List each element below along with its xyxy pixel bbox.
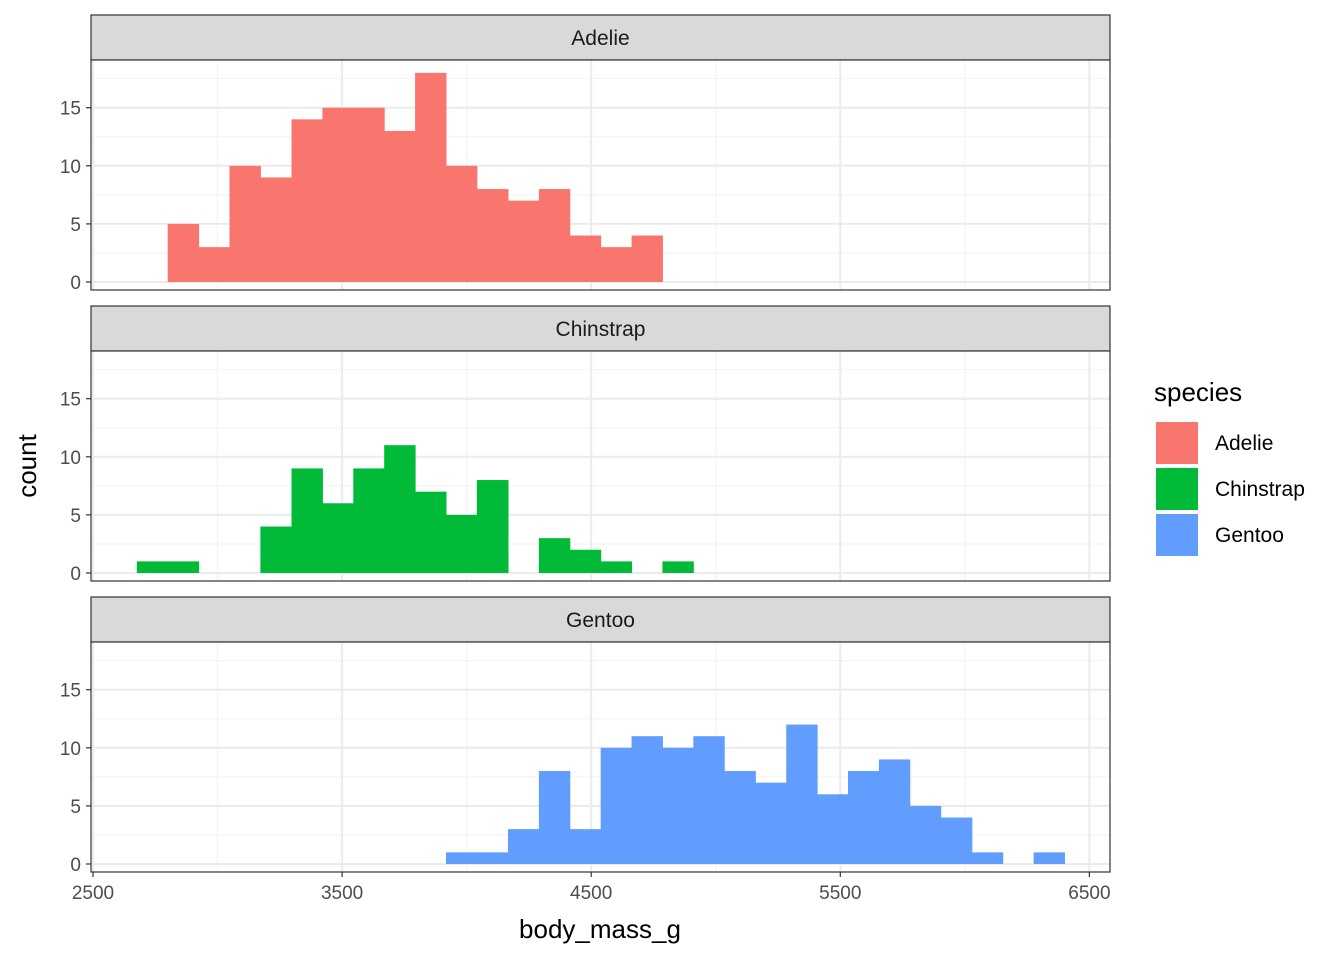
facet-panel-chinstrap: Chinstrap 0 5 10 15	[60, 305, 1111, 585]
histogram-bar	[631, 736, 663, 864]
histogram-bar	[508, 200, 540, 282]
histogram-bar	[940, 817, 973, 864]
facet-strip	[90, 596, 1111, 643]
y-tick-label: 10	[60, 157, 81, 178]
histogram-bar	[322, 107, 354, 282]
histogram-bar	[631, 235, 663, 282]
x-axis-title: body_mass_g	[519, 914, 681, 944]
histogram-bar	[353, 107, 385, 282]
facet-strip	[90, 14, 1111, 61]
y-tick-label: 5	[70, 215, 81, 236]
legend: species Adelie Chinstrap Gentoo	[1154, 377, 1305, 556]
y-tick-label: 5	[70, 506, 81, 527]
legend-label-chinstrap: Chinstrap	[1215, 478, 1305, 501]
histogram-bar	[229, 165, 261, 282]
histogram-bar	[569, 549, 602, 573]
x-tick-label: 4500	[570, 883, 612, 904]
histogram-bar	[569, 829, 602, 864]
panel-border	[90, 59, 1111, 291]
histogram-bar	[198, 247, 231, 282]
histogram-bar	[353, 468, 385, 573]
histogram-bar	[569, 235, 602, 282]
histogram-bar	[291, 119, 323, 282]
histogram-bar	[167, 223, 200, 282]
histogram-bar	[476, 480, 509, 573]
histogram-bar	[445, 852, 478, 864]
y-tick-label: 5	[70, 797, 81, 818]
histogram-bar	[600, 561, 633, 573]
facet-strip-label: Chinstrap	[556, 318, 646, 341]
facet-strip-label: Adelie	[571, 27, 629, 50]
histogram-bar	[971, 852, 1004, 864]
legend-key-gentoo	[1156, 514, 1198, 556]
histogram-bar	[136, 561, 169, 573]
x-tick-label: 5500	[819, 883, 861, 904]
y-tick-label: 10	[60, 739, 81, 760]
x-tick-label: 6500	[1068, 883, 1110, 904]
histogram-bar	[476, 189, 509, 282]
y-axis-title: count	[12, 433, 42, 497]
histogram-bar	[445, 514, 478, 573]
histogram-bar	[260, 526, 293, 573]
histogram-bar	[476, 852, 509, 864]
legend-key-adelie	[1156, 422, 1198, 464]
x-tick-label: 3500	[321, 883, 363, 904]
histogram-bar	[755, 782, 787, 864]
histogram-bar	[662, 561, 694, 573]
histogram-bar	[322, 503, 354, 573]
y-tick-label: 10	[60, 448, 81, 469]
y-tick-label: 0	[70, 273, 81, 294]
panel-border	[90, 641, 1111, 873]
facet-panels: Adelie 0 5 10 15 Chinstrap 0 5 10 15 Gentoo 0 5 10 15	[60, 14, 1111, 876]
plot-background	[91, 351, 1110, 581]
histogram-bar	[817, 794, 849, 864]
y-tick-label: 15	[60, 390, 81, 411]
histogram-bar	[167, 561, 200, 573]
histogram-bar	[693, 736, 725, 864]
histogram-bar	[384, 130, 416, 282]
legend-label-gentoo: Gentoo	[1215, 524, 1284, 547]
histogram-bar	[1033, 852, 1065, 864]
histogram-bar	[878, 759, 911, 864]
y-tick-label: 15	[60, 99, 81, 120]
facet-panel-gentoo: Gentoo 0 5 10 15	[60, 596, 1111, 876]
histogram-bar	[415, 72, 447, 282]
histogram-bar	[662, 747, 694, 864]
x-tick-label: 2500	[72, 883, 114, 904]
histogram-bar	[384, 445, 416, 573]
facet-strip	[90, 305, 1111, 352]
facet-strip-label: Gentoo	[566, 609, 635, 632]
histogram-bar	[508, 829, 540, 864]
x-axis: 2500 3500 4500 5500 6500	[72, 872, 1111, 904]
legend-key-chinstrap	[1156, 468, 1198, 510]
histogram-bar	[538, 771, 571, 864]
histogram-bar	[415, 491, 447, 573]
histogram-bar	[786, 724, 818, 864]
y-tick-label: 0	[70, 855, 81, 876]
panel-border	[90, 350, 1111, 582]
legend-title: species	[1154, 377, 1242, 407]
histogram-bar	[600, 747, 633, 864]
histogram-bar	[848, 771, 880, 864]
y-tick-label: 0	[70, 564, 81, 585]
legend-label-adelie: Adelie	[1215, 432, 1273, 455]
histogram-bar	[260, 177, 293, 282]
histogram-bar	[600, 247, 633, 282]
histogram-bar	[445, 165, 478, 282]
y-tick-label: 15	[60, 681, 81, 702]
histogram-bar	[724, 771, 756, 864]
histogram-bar	[538, 538, 571, 573]
histogram-bar	[538, 189, 571, 282]
histogram-bar	[291, 468, 323, 573]
histogram-bar	[909, 805, 942, 864]
facet-panel-adelie: Adelie 0 5 10 15	[60, 14, 1111, 294]
